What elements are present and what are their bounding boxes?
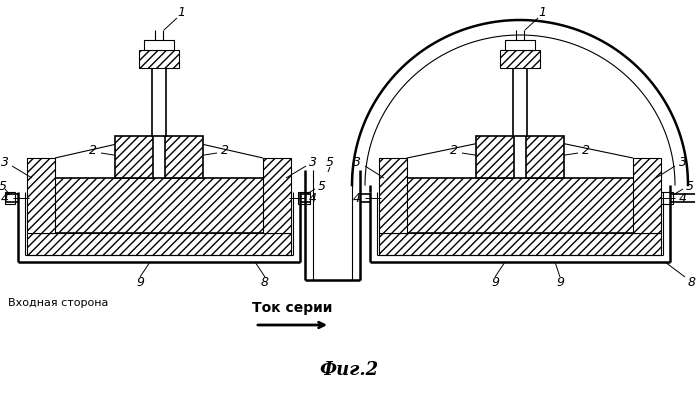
Bar [30,178,288,233]
Text: 3: 3 [1,156,9,170]
Bar [500,50,540,68]
Bar [27,233,291,255]
Bar [139,50,179,68]
Text: 9: 9 [136,276,144,290]
Text: 8: 8 [261,276,269,290]
Bar [379,233,661,255]
Text: 2: 2 [221,144,229,158]
Text: 5: 5 [0,180,7,192]
Text: 5: 5 [326,156,334,168]
Text: 2: 2 [582,144,590,158]
Bar [298,192,310,204]
Bar [263,158,291,233]
Text: 4: 4 [1,192,9,204]
Bar [661,192,673,204]
Bar [144,40,174,50]
Text: 9: 9 [491,276,499,290]
Text: 8: 8 [688,276,696,290]
Bar [526,136,564,178]
Text: 9: 9 [556,276,564,290]
Text: 2: 2 [89,144,97,158]
Bar [5,192,15,204]
Bar [115,136,153,178]
Bar [633,158,661,233]
Bar [27,158,55,233]
Bar [165,136,203,178]
Text: 3: 3 [679,156,687,170]
Text: 5: 5 [318,180,326,192]
Text: 4: 4 [309,192,317,204]
Text: 2: 2 [450,144,458,158]
Text: 3: 3 [309,156,317,170]
Bar [505,40,535,50]
Text: 4: 4 [679,192,687,204]
Bar [513,45,527,136]
Bar [379,158,407,233]
Bar [476,136,514,178]
Text: Ток серии: Ток серии [252,301,333,315]
Text: 4: 4 [353,192,361,204]
Bar [152,45,166,136]
Text: 5: 5 [686,180,694,192]
Text: 1: 1 [538,6,546,18]
Text: Фиг.2: Фиг.2 [319,361,379,379]
Text: 1: 1 [177,6,185,18]
Text: Входная сторона: Входная сторона [8,298,108,308]
Bar [382,178,658,233]
Text: 3: 3 [353,156,361,170]
